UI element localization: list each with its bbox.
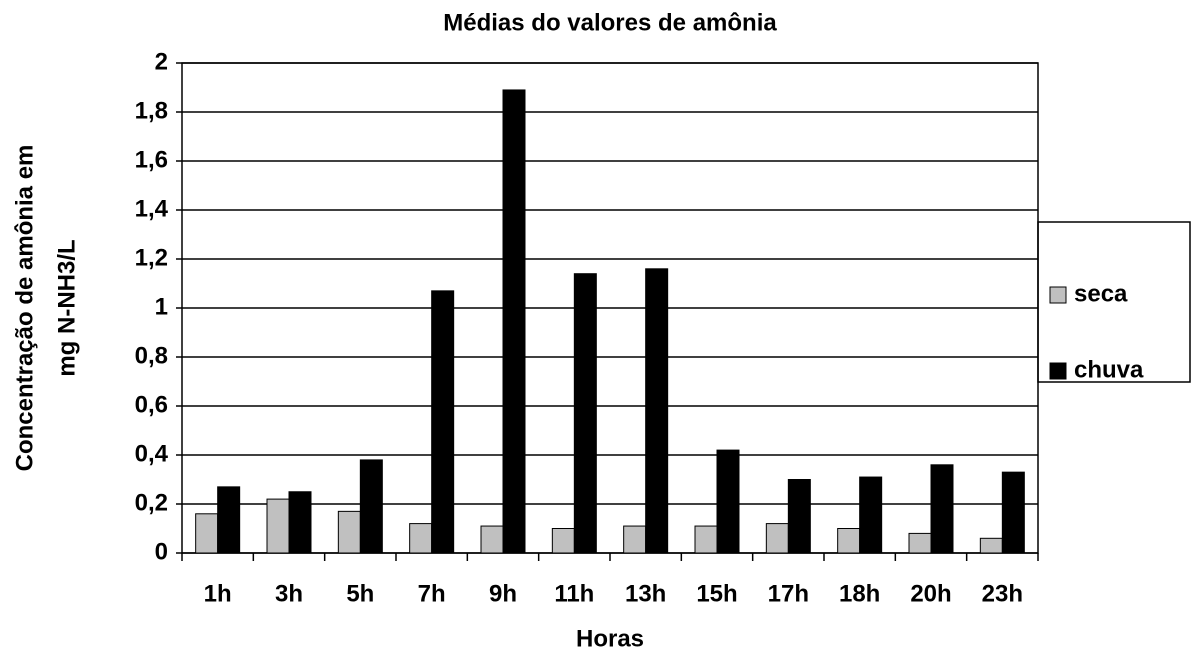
y-tick-label: 0,4 xyxy=(135,440,169,467)
x-tick-label: 13h xyxy=(625,580,666,607)
y-tick-label: 0,6 xyxy=(135,391,168,418)
x-tick-label: 23h xyxy=(982,580,1023,607)
legend-label: chuva xyxy=(1074,356,1144,383)
bar xyxy=(930,464,954,554)
bar xyxy=(288,491,312,554)
bar xyxy=(266,498,290,554)
legend-swatch xyxy=(1049,362,1067,380)
bar xyxy=(502,89,526,554)
y-axis-label: Concentração de amônia em xyxy=(11,145,38,472)
x-tick-label: 1h xyxy=(204,580,232,607)
bar xyxy=(787,479,811,554)
x-tick-label: 18h xyxy=(839,580,880,607)
bar xyxy=(694,525,718,554)
y-tick-label: 1 xyxy=(155,293,168,320)
bar xyxy=(645,268,669,554)
chart-title: Médias do valores de amônia xyxy=(443,9,777,36)
bar xyxy=(359,459,383,554)
bar xyxy=(859,476,883,554)
bar xyxy=(551,528,575,554)
y-tick-label: 0,8 xyxy=(135,342,168,369)
x-tick-label: 20h xyxy=(910,580,951,607)
x-tick-label: 3h xyxy=(275,580,303,607)
bar xyxy=(195,513,219,554)
bar xyxy=(623,525,647,554)
bar xyxy=(765,523,789,554)
bar xyxy=(979,537,1003,554)
bar xyxy=(716,449,740,554)
x-tick-label: 17h xyxy=(768,580,809,607)
bar xyxy=(837,528,861,554)
x-tick-label: 9h xyxy=(489,580,517,607)
bar xyxy=(337,510,361,554)
bar xyxy=(908,532,932,554)
bar xyxy=(480,525,504,554)
x-tick-label: 15h xyxy=(696,580,737,607)
bar xyxy=(1001,471,1025,554)
y-tick-label: 1,4 xyxy=(135,195,169,222)
y-tick-label: 0 xyxy=(155,538,168,565)
bar xyxy=(431,290,455,554)
x-tick-label: 11h xyxy=(554,580,594,607)
x-tick-label: 5h xyxy=(346,580,374,607)
y-tick-label: 1,8 xyxy=(135,97,168,124)
x-axis-label: Horas xyxy=(576,625,644,652)
bar xyxy=(573,273,597,554)
legend-label: seca xyxy=(1074,280,1128,307)
legend-swatch xyxy=(1049,286,1067,304)
y-tick-label: 1,6 xyxy=(135,146,168,173)
y-tick-label: 1,2 xyxy=(135,244,168,271)
bar xyxy=(409,523,433,554)
y-axis-label: mg N-NH3/L xyxy=(53,239,80,376)
bar xyxy=(217,486,241,554)
y-tick-label: 0,2 xyxy=(135,489,168,516)
x-tick-label: 7h xyxy=(418,580,446,607)
y-tick-label: 2 xyxy=(155,48,168,75)
